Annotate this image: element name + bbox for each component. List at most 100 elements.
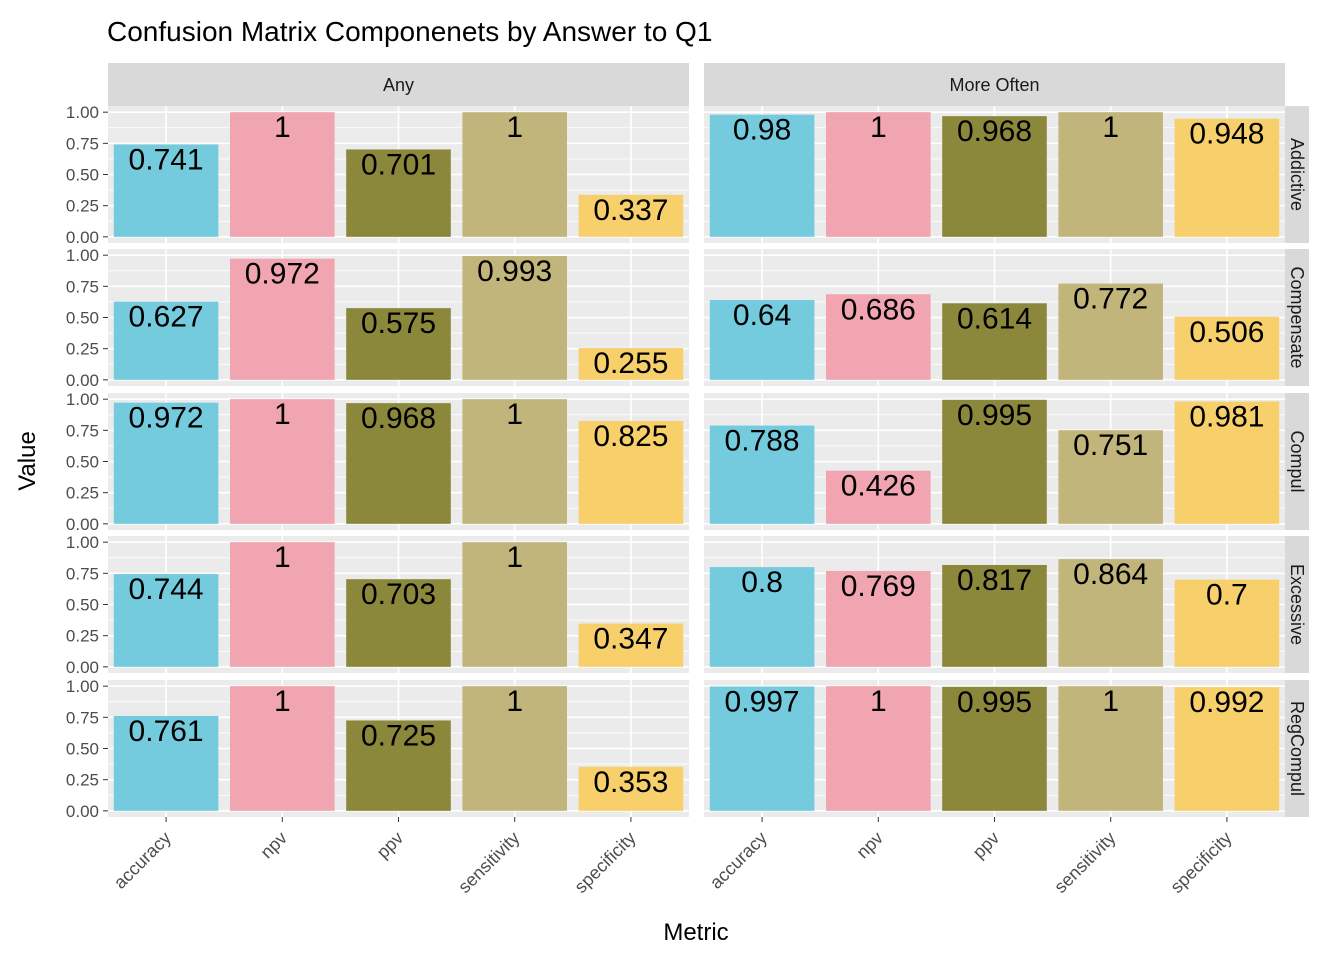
data-label-npv: 1 bbox=[870, 685, 887, 718]
data-label-ppv: 0.575 bbox=[361, 307, 436, 340]
bar-specificity bbox=[578, 766, 684, 811]
y-tick-label: 0.75 bbox=[66, 564, 99, 583]
bar-npv bbox=[826, 294, 931, 380]
row-strip-label: Compensate bbox=[1287, 266, 1307, 368]
bar-npv bbox=[826, 470, 931, 524]
row-strip bbox=[1285, 249, 1309, 386]
data-label-sensitivity: 0.751 bbox=[1073, 429, 1148, 462]
row-strip bbox=[1285, 536, 1309, 673]
bar-npv bbox=[826, 570, 931, 667]
y-axis-title: Value bbox=[14, 431, 41, 491]
data-label-accuracy: 0.741 bbox=[129, 143, 204, 176]
bar-sensitivity bbox=[1058, 283, 1163, 380]
y-tick-label: 0.00 bbox=[66, 802, 99, 821]
row-strip-label: Excessive bbox=[1287, 564, 1307, 645]
data-label-sensitivity: 1 bbox=[1102, 111, 1119, 144]
bar-npv bbox=[826, 112, 931, 237]
bar-sensitivity bbox=[1058, 430, 1163, 524]
data-label-ppv: 0.968 bbox=[361, 402, 436, 435]
data-label-sensitivity: 0.993 bbox=[477, 255, 552, 288]
y-tick-label: 0.00 bbox=[66, 658, 99, 677]
bar-npv bbox=[826, 686, 931, 811]
bar-ppv bbox=[346, 149, 451, 237]
data-label-sensitivity: 0.864 bbox=[1073, 558, 1148, 591]
data-label-sensitivity: 1 bbox=[1102, 685, 1119, 718]
row-strip bbox=[1285, 393, 1309, 530]
data-label-ppv: 0.817 bbox=[957, 564, 1032, 597]
data-label-accuracy: 0.98 bbox=[733, 114, 791, 147]
data-label-specificity: 0.347 bbox=[593, 623, 668, 656]
row-strip-label: RegCompul bbox=[1287, 701, 1307, 796]
data-label-npv: 1 bbox=[274, 111, 291, 144]
data-label-accuracy: 0.8 bbox=[741, 566, 783, 599]
data-label-accuracy: 0.761 bbox=[129, 715, 204, 748]
row-strip bbox=[1285, 106, 1309, 243]
data-label-npv: 1 bbox=[274, 685, 291, 718]
facet-panels: Any More Often Addictive 0.00 0.25 0.50 0.75 1.… bbox=[66, 63, 1309, 897]
data-label-sensitivity: 1 bbox=[506, 685, 523, 718]
bar-accuracy bbox=[709, 114, 815, 237]
data-label-accuracy: 0.972 bbox=[129, 402, 204, 435]
data-label-specificity: 0.825 bbox=[593, 420, 668, 453]
x-tick-label: ppv bbox=[373, 828, 408, 863]
data-label-specificity: 0.992 bbox=[1189, 686, 1264, 719]
bar-specificity bbox=[1174, 579, 1280, 667]
data-label-accuracy: 0.627 bbox=[129, 301, 204, 334]
data-label-specificity: 0.506 bbox=[1189, 316, 1264, 349]
bar-accuracy bbox=[709, 686, 815, 811]
x-tick-label: specificity bbox=[570, 828, 639, 897]
bar-specificity bbox=[578, 420, 684, 524]
bar-specificity bbox=[578, 194, 684, 237]
bar-npv bbox=[230, 399, 335, 524]
bar-npv bbox=[230, 686, 335, 811]
bar-accuracy bbox=[709, 425, 815, 524]
y-tick-label: 0.00 bbox=[66, 515, 99, 534]
bar-sensitivity bbox=[462, 112, 567, 237]
data-label-accuracy: 0.744 bbox=[129, 573, 204, 606]
bar-specificity bbox=[1174, 118, 1280, 237]
x-tick-label: sensitivity bbox=[454, 828, 523, 897]
y-tick-label: 0.75 bbox=[66, 277, 99, 296]
data-label-accuracy: 0.64 bbox=[733, 299, 791, 332]
bar-specificity bbox=[1174, 687, 1280, 811]
data-label-specificity: 0.255 bbox=[593, 347, 668, 380]
y-tick-label: 0.75 bbox=[66, 421, 99, 440]
bar-specificity bbox=[1174, 316, 1280, 380]
y-tick-label: 1.00 bbox=[66, 533, 99, 552]
bar-npv bbox=[230, 112, 335, 237]
y-tick-label: 0.75 bbox=[66, 708, 99, 727]
bar-specificity bbox=[1174, 401, 1280, 524]
bar-accuracy bbox=[113, 574, 219, 667]
data-label-npv: 0.426 bbox=[841, 470, 916, 503]
y-tick-label: 0.00 bbox=[66, 371, 99, 390]
x-tick-label: ppv bbox=[969, 828, 1004, 863]
data-label-ppv: 0.614 bbox=[957, 302, 1032, 335]
data-label-accuracy: 0.788 bbox=[725, 425, 800, 458]
y-tick-label: 1.00 bbox=[66, 677, 99, 696]
x-tick-label: accuracy bbox=[706, 828, 771, 893]
data-label-sensitivity: 1 bbox=[506, 111, 523, 144]
data-label-specificity: 0.7 bbox=[1206, 579, 1248, 612]
data-label-npv: 0.972 bbox=[245, 258, 320, 291]
y-tick-label: 0.75 bbox=[66, 134, 99, 153]
data-label-ppv: 0.995 bbox=[957, 686, 1032, 719]
y-tick-label: 0.25 bbox=[66, 771, 99, 790]
bar-sensitivity bbox=[1058, 686, 1163, 811]
bar-sensitivity bbox=[462, 542, 567, 667]
data-label-ppv: 0.968 bbox=[957, 115, 1032, 148]
bar-ppv bbox=[346, 720, 451, 811]
y-tick-label: 0.00 bbox=[66, 228, 99, 247]
data-label-ppv: 0.703 bbox=[361, 578, 436, 611]
bar-npv bbox=[230, 542, 335, 667]
bar-sensitivity bbox=[462, 399, 567, 524]
data-label-ppv: 0.701 bbox=[361, 148, 436, 181]
y-tick-label: 0.50 bbox=[66, 596, 99, 615]
bar-ppv bbox=[346, 308, 451, 380]
x-tick-label: specificity bbox=[1166, 828, 1235, 897]
column-strip-label: More Often bbox=[949, 75, 1039, 95]
bar-sensitivity bbox=[462, 686, 567, 811]
bar-sensitivity bbox=[1058, 112, 1163, 237]
bar-ppv bbox=[942, 399, 1047, 524]
data-label-ppv: 0.995 bbox=[957, 399, 1032, 432]
